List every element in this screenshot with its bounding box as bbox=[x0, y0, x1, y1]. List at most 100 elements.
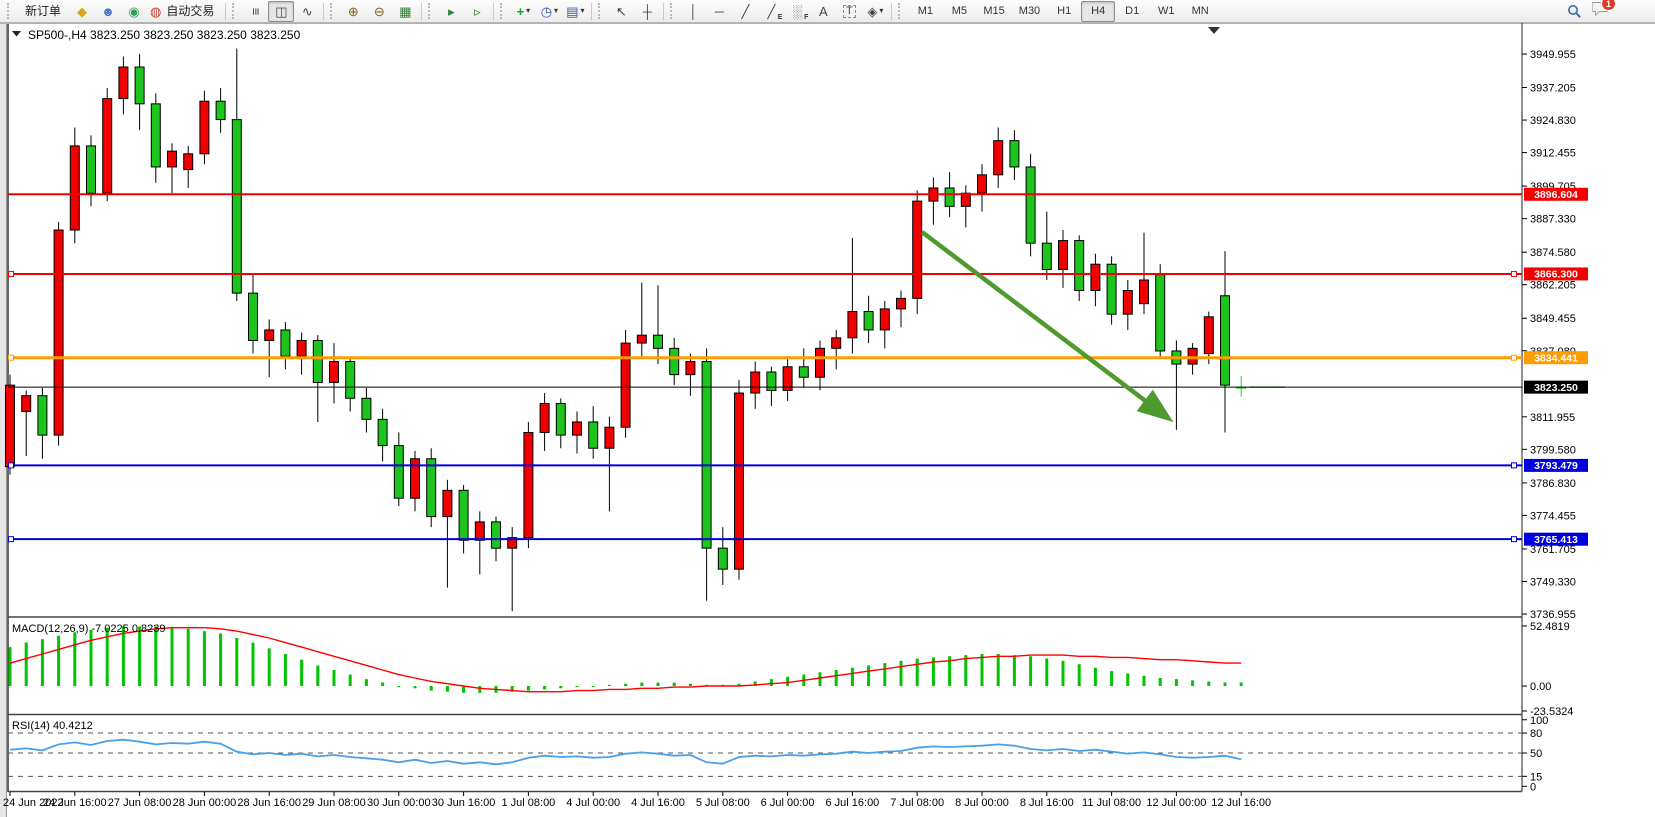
macd-scale-label: -23.5324 bbox=[1530, 706, 1573, 718]
macd-histogram-bar bbox=[624, 683, 628, 686]
candle-body bbox=[474, 521, 485, 541]
search-icon[interactable] bbox=[1567, 4, 1582, 19]
rsi-scale-label: 0 bbox=[1530, 781, 1536, 793]
candle bbox=[815, 340, 825, 391]
crosshair-icon[interactable]: ┼ bbox=[642, 3, 652, 19]
timeframe-h1-button[interactable]: H1 bbox=[1057, 4, 1072, 17]
templates-button[interactable]: ▤ ▾ bbox=[566, 3, 585, 19]
toolbar-grip bbox=[500, 3, 507, 19]
timeframe-m15-button[interactable]: M15 bbox=[983, 4, 1005, 17]
tile-windows-icon[interactable]: ▦ bbox=[399, 3, 412, 19]
hline-anchor[interactable] bbox=[1511, 354, 1517, 361]
macd-histogram-bar bbox=[121, 626, 125, 686]
candle bbox=[750, 361, 761, 409]
toolbar-grip bbox=[898, 3, 905, 19]
candle-body bbox=[750, 371, 761, 394]
macd-label: MACD(12,26,9) -7.0225 0.8239 bbox=[12, 623, 165, 635]
candle bbox=[1106, 256, 1117, 325]
macd-histogram-bar bbox=[1158, 677, 1162, 686]
ohlc-bars-icon[interactable]: ≡ bbox=[247, 7, 263, 15]
zoom-in-icon[interactable]: ⊕ bbox=[347, 3, 359, 19]
trend-arrow[interactable] bbox=[920, 230, 1174, 423]
notifications-icon[interactable]: 1 bbox=[1591, 0, 1616, 21]
timeframe-w1-button[interactable]: W1 bbox=[1157, 4, 1175, 17]
horizontal-line-icon[interactable]: ─ bbox=[714, 3, 724, 19]
macd-histogram-bar bbox=[397, 686, 401, 687]
candle bbox=[572, 411, 582, 454]
line-chart-icon[interactable]: ∿ bbox=[301, 3, 313, 19]
candle-body bbox=[555, 403, 566, 436]
label-icon[interactable]: T bbox=[836, 1, 862, 22]
auto-scroll-icon[interactable]: ▸ bbox=[448, 3, 455, 19]
periods-button[interactable]: ◷ ▾ bbox=[540, 3, 559, 19]
candle bbox=[150, 93, 161, 183]
candle bbox=[312, 335, 323, 422]
candle bbox=[118, 56, 129, 115]
hline-anchor[interactable] bbox=[8, 536, 14, 543]
new-order-button[interactable]: 新订单 bbox=[25, 4, 62, 18]
price-axis-label: 3924.830 bbox=[1530, 115, 1576, 127]
annotations bbox=[920, 230, 1174, 423]
timeframe-h4-button[interactable]: H4 bbox=[1081, 0, 1116, 22]
macd-histogram-bar bbox=[154, 626, 158, 686]
candlesticks-icon[interactable]: ◫ bbox=[268, 0, 295, 22]
time-axis-label: 30 Jun 16:00 bbox=[432, 797, 496, 809]
channel-icon[interactable]: ╱ E bbox=[767, 3, 783, 21]
candle-body bbox=[248, 292, 258, 341]
candle-body bbox=[312, 339, 323, 384]
indicators-button[interactable]: + ▾ bbox=[516, 3, 531, 19]
candle bbox=[248, 274, 258, 354]
hline-anchor[interactable] bbox=[1511, 462, 1517, 469]
macd-histogram-bar bbox=[1110, 671, 1114, 686]
timeframe-m1-button[interactable]: M1 bbox=[917, 4, 934, 17]
macd-histogram-bar bbox=[575, 686, 579, 688]
fibonacci-icon[interactable]: ░ F bbox=[792, 3, 809, 21]
candle bbox=[734, 379, 744, 580]
hline-anchor[interactable] bbox=[8, 462, 14, 469]
hline-anchor[interactable] bbox=[8, 354, 14, 361]
macd-histogram-bar bbox=[834, 669, 838, 686]
candle bbox=[231, 48, 242, 302]
candle-body bbox=[1041, 242, 1052, 270]
rsi-line bbox=[9, 738, 1242, 766]
candle-body bbox=[329, 360, 339, 384]
candle-body bbox=[863, 311, 874, 331]
hline-anchor[interactable] bbox=[1511, 536, 1517, 543]
auto-trading-button[interactable]: ◍ 自动交易 bbox=[150, 3, 215, 19]
candle-body bbox=[361, 397, 372, 420]
rsi-scale-label: 80 bbox=[1530, 728, 1542, 740]
candle bbox=[669, 337, 680, 386]
time-axis-label: 8 Jul 00:00 bbox=[955, 797, 1009, 809]
timeframe-m30-button[interactable]: M30 bbox=[1018, 4, 1041, 17]
timeframe-mn-button[interactable]: MN bbox=[1191, 4, 1209, 17]
market-watch-icon[interactable]: ◆ bbox=[77, 3, 88, 19]
candle bbox=[53, 222, 64, 446]
hline-anchor[interactable] bbox=[1511, 270, 1517, 277]
text-icon[interactable]: A bbox=[819, 3, 828, 19]
zoom-out-icon[interactable]: ⊖ bbox=[373, 3, 385, 19]
macd-histogram-bar bbox=[591, 686, 595, 687]
vertical-line-icon[interactable]: │ bbox=[689, 3, 698, 19]
chart-menu-icon[interactable] bbox=[12, 31, 21, 37]
macd-histogram-bar bbox=[138, 626, 142, 686]
cursor-icon[interactable]: ↖ bbox=[615, 3, 627, 19]
candle-body bbox=[231, 119, 242, 294]
candle-body bbox=[264, 329, 275, 341]
timeframe-d1-button[interactable]: D1 bbox=[1125, 4, 1140, 17]
macd-histogram-bar bbox=[607, 684, 611, 686]
candle bbox=[1074, 235, 1085, 302]
signals-icon[interactable]: ◉ bbox=[128, 3, 140, 19]
toolbar-grip bbox=[428, 3, 435, 19]
navigator-icon[interactable]: ☻ bbox=[101, 3, 115, 19]
price-axis: 3949.9553937.2053924.8303912.4553899.705… bbox=[1522, 49, 1588, 621]
trendline-icon[interactable]: ╱ bbox=[741, 3, 750, 19]
candle-body bbox=[831, 337, 842, 349]
hline-anchor[interactable] bbox=[8, 270, 14, 277]
chart-shift-icon[interactable]: ▹ bbox=[474, 3, 481, 19]
rsi-scale-label: 50 bbox=[1530, 748, 1542, 760]
candle-body bbox=[879, 308, 890, 331]
chart-shift-marker[interactable] bbox=[1208, 27, 1220, 34]
candle-body bbox=[215, 100, 226, 121]
timeframe-m5-button[interactable]: M5 bbox=[951, 4, 968, 17]
arrows-icon[interactable]: ◈ ▾ bbox=[867, 3, 884, 19]
